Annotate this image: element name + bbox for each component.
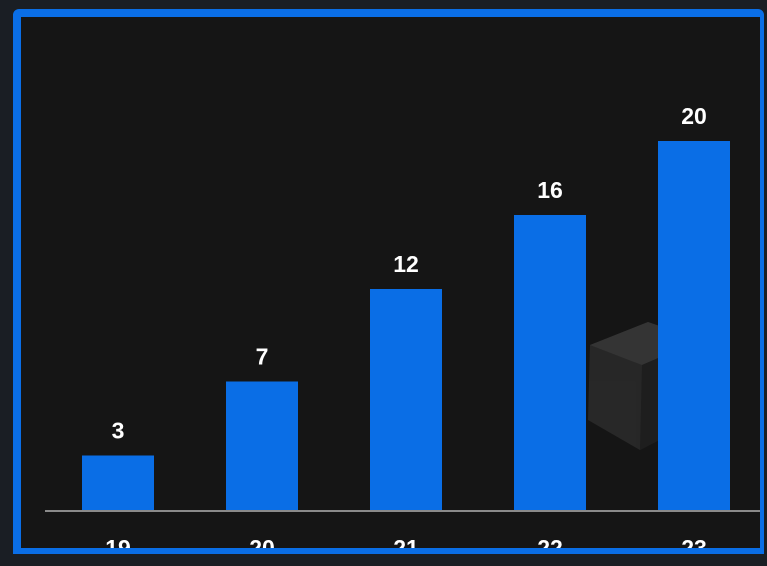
x-tick-label-19: 19 [105,535,131,554]
bar-23 [658,141,730,511]
bar-19 [82,455,154,511]
value-labels-group: 3 7 12 16 20 [112,103,707,444]
bar-20 [226,381,298,511]
chart-frame: 3 7 12 16 20 19 20 21 22 23 [13,9,764,554]
value-label-22: 16 [537,177,563,203]
bar-22 [514,215,586,511]
x-tick-labels-group: 19 20 21 22 23 [105,535,707,554]
x-tick-label-20: 20 [249,535,275,554]
x-tick-label-21: 21 [393,535,419,554]
bar-chart: 3 7 12 16 20 19 20 21 22 23 [45,103,760,554]
value-label-20: 7 [256,344,269,370]
x-tick-label-22: 22 [537,535,563,554]
bar-21 [370,289,442,511]
value-label-19: 3 [112,418,125,444]
value-label-21: 12 [393,251,419,277]
x-tick-label-23: 23 [681,535,707,554]
bars-group [82,141,730,511]
value-label-23: 20 [681,103,707,129]
